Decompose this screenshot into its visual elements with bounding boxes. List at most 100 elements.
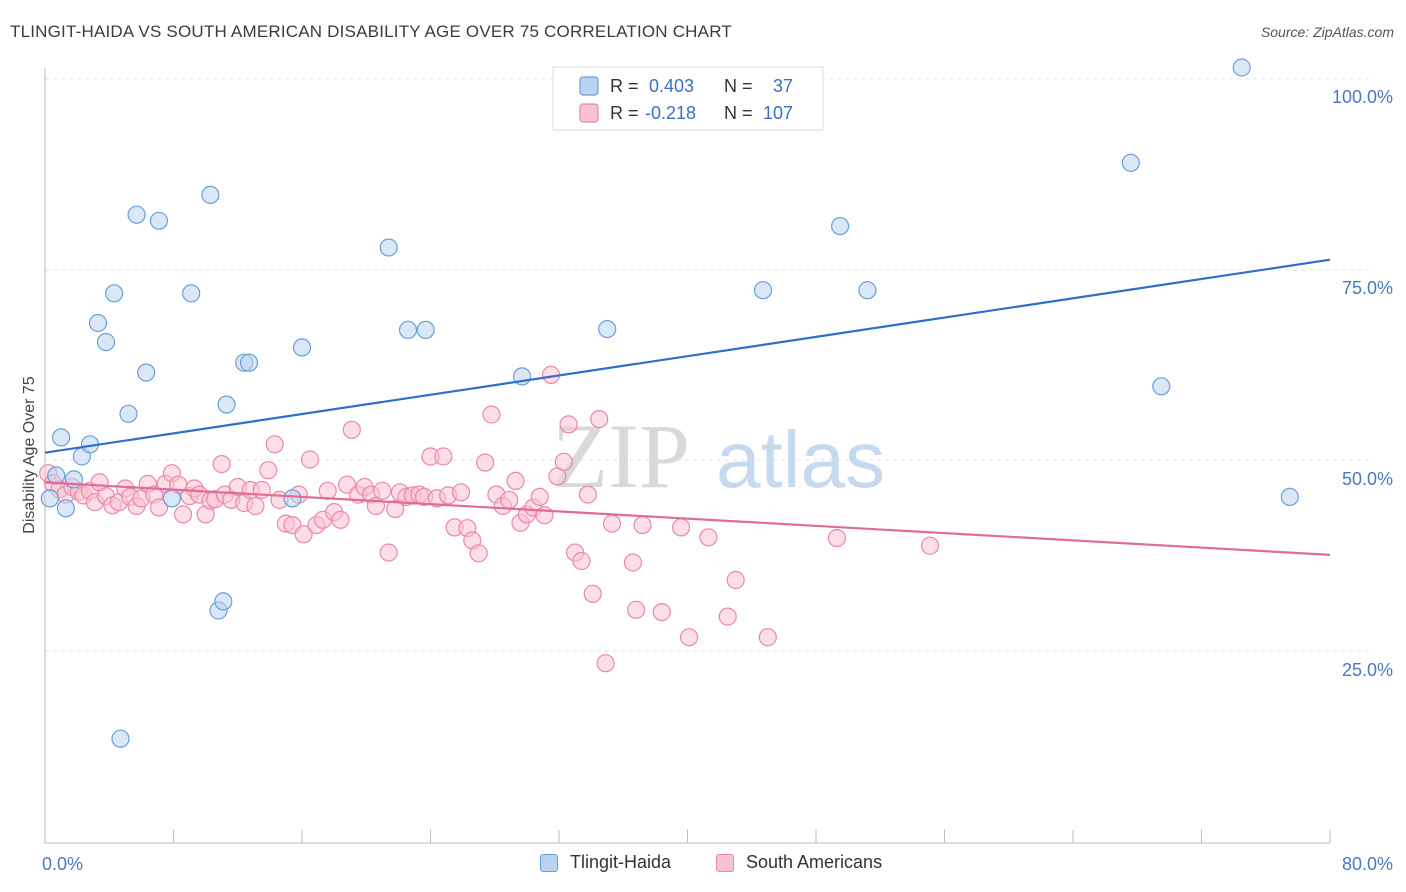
point-tlingit-haida <box>56 499 76 518</box>
point-tlingit-haida <box>1280 487 1299 506</box>
point-tlingit-haida <box>379 238 398 257</box>
legend-item-tlingit-haida[interactable]: Tlingit-Haida <box>540 852 671 873</box>
legend-swatch-tlingit-haida <box>579 76 599 96</box>
y-tick-label: 25.0% <box>1342 660 1393 680</box>
point-south-americans <box>652 602 671 622</box>
legend-r-label: R = <box>610 76 639 96</box>
point-tlingit-haida <box>96 333 116 352</box>
point-tlingit-haida <box>104 284 124 303</box>
point-south-americans <box>679 628 699 647</box>
point-south-americans <box>259 461 278 480</box>
point-tlingit-haida <box>1121 153 1140 172</box>
point-tlingit-haida <box>598 320 617 339</box>
point-tlingit-haida <box>283 489 302 508</box>
point-south-americans <box>758 628 777 647</box>
point-tlingit-haida <box>149 211 169 230</box>
legend-swatch-south-americans <box>579 103 599 123</box>
legend-n-value: 37 <box>773 76 793 96</box>
point-south-americans <box>633 515 652 535</box>
point-tlingit-haida <box>127 205 146 224</box>
axes <box>44 68 1331 844</box>
point-south-americans <box>482 405 501 424</box>
point-tlingit-haida <box>162 489 181 508</box>
legend-r-value: -0.218 <box>645 103 696 123</box>
point-south-americans <box>500 490 519 509</box>
point-tlingit-haida <box>239 353 259 372</box>
point-tlingit-haida <box>830 217 850 236</box>
point-south-americans <box>590 410 609 429</box>
point-tlingit-haida <box>40 489 59 508</box>
point-south-americans <box>469 544 488 563</box>
point-south-americans <box>596 654 615 673</box>
point-tlingit-haida <box>1152 377 1171 396</box>
legend-item-south-americans[interactable]: South Americans <box>716 852 882 873</box>
point-south-americans <box>671 518 691 537</box>
point-tlingit-haida <box>182 284 201 303</box>
source-label: Source: ZipAtlas.com <box>1260 24 1394 40</box>
point-south-americans <box>318 481 337 500</box>
point-south-americans <box>578 485 598 504</box>
point-tlingit-haida <box>1232 58 1251 77</box>
legend-r-value: 0.403 <box>649 76 694 96</box>
point-south-americans <box>559 415 578 434</box>
point-tlingit-haida <box>201 185 220 204</box>
legend-n-label: N = <box>724 76 753 96</box>
point-south-americans <box>699 528 718 547</box>
point-south-americans <box>373 481 392 500</box>
point-south-americans <box>265 435 284 454</box>
trend-lines <box>44 258 1331 556</box>
point-south-americans <box>451 483 471 502</box>
legend-swatch <box>716 853 734 872</box>
point-south-americans <box>331 510 350 529</box>
grid-lines <box>45 78 1372 652</box>
point-tlingit-haida <box>858 281 877 300</box>
point-south-americans <box>294 525 313 544</box>
point-south-americans <box>149 498 169 517</box>
point-south-americans <box>434 447 453 466</box>
point-tlingit-haida <box>111 729 130 748</box>
point-south-americans <box>342 420 361 439</box>
point-south-americans <box>300 450 320 469</box>
point-south-americans <box>530 487 549 506</box>
point-south-americans <box>726 570 745 590</box>
y-tick-label: 50.0% <box>1342 469 1393 489</box>
point-tlingit-haida <box>398 320 418 339</box>
legend-label: Tlingit-Haida <box>570 852 672 872</box>
legend-swatch <box>540 853 558 872</box>
point-south-americans <box>718 607 737 626</box>
point-tlingit-haida <box>753 281 773 300</box>
point-south-americans <box>602 514 622 533</box>
x-tick-label: 0.0% <box>42 854 83 874</box>
point-tlingit-haida <box>214 592 233 611</box>
point-south-americans <box>554 452 573 471</box>
point-tlingit-haida <box>137 363 156 382</box>
point-tlingit-haida <box>88 313 108 333</box>
chart-title: TLINGIT-HAIDA VS SOUTH AMERICAN DISABILI… <box>10 22 732 41</box>
point-south-americans <box>506 471 525 490</box>
point-south-americans <box>920 536 940 555</box>
point-tlingit-haida <box>51 428 71 447</box>
trend-line-tlingit-haida <box>44 258 1331 454</box>
point-south-americans <box>623 553 643 572</box>
data-points <box>39 58 1299 748</box>
point-south-americans <box>174 505 193 524</box>
point-south-americans <box>583 584 602 603</box>
watermark: ZIP atlas <box>552 405 885 507</box>
legend-label: South Americans <box>746 852 883 872</box>
point-south-americans <box>626 600 646 619</box>
y-tick-label: 75.0% <box>1342 278 1393 298</box>
x-tick-label: 80.0% <box>1342 854 1393 874</box>
point-tlingit-haida <box>217 395 236 414</box>
point-tlingit-haida <box>416 320 435 339</box>
point-south-americans <box>246 496 265 516</box>
point-south-americans <box>572 551 591 571</box>
y-axis-label: Disability Age Over 75 <box>21 376 38 534</box>
point-tlingit-haida <box>292 338 312 357</box>
correlation-legend: R = 0.403 N = 37 R = -0.218 N = 107 <box>552 66 824 131</box>
point-tlingit-haida <box>119 404 138 423</box>
tick-labels: 25.0% 50.0% 75.0% 100.0% 0.0% 80.0% <box>42 87 1393 874</box>
y-tick-label: 100.0% <box>1332 87 1393 107</box>
watermark-atlas: atlas <box>716 415 885 504</box>
legend-r-label: R = <box>610 103 639 123</box>
